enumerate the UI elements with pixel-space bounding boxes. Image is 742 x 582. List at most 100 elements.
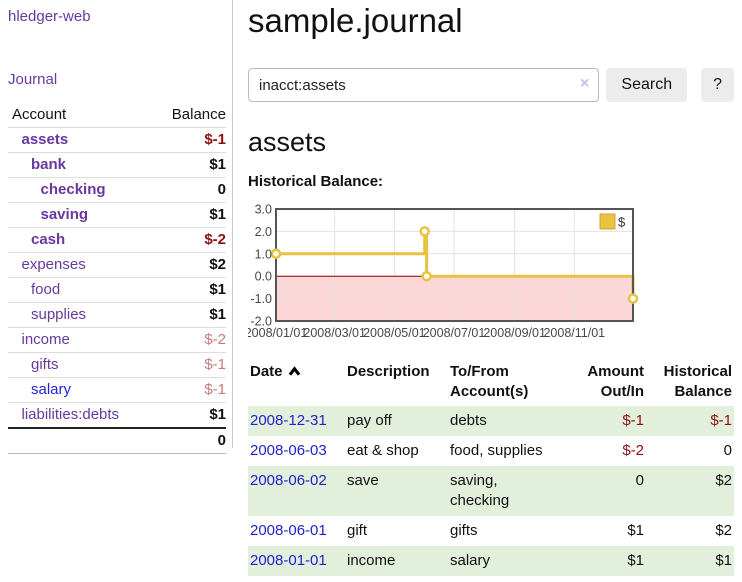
transaction-historical-balance: $2 — [715, 522, 732, 539]
account-balance: $1 — [209, 281, 226, 298]
transaction-date-link[interactable]: 2008-06-02 — [250, 472, 327, 489]
account-link[interactable]: checking — [40, 181, 106, 198]
transaction-tofrom-accounts: food, supplies — [450, 442, 543, 459]
register-table: Date Description To/From Account(s) Amou… — [248, 360, 734, 576]
transaction-amount: $1 — [627, 552, 644, 569]
x-tick-label: 2008/09/01 — [483, 326, 546, 340]
data-point-marker — [421, 270, 432, 282]
transaction-row[interactable]: 2008-12-31 pay off debts $-1 $-1 — [248, 406, 734, 436]
transaction-historical-balance: 0 — [723, 442, 732, 459]
y-tick-label: 1.0 — [255, 247, 272, 261]
account-balance: $-1 — [204, 131, 226, 148]
y-tick-label: 3.0 — [255, 203, 272, 217]
register-header-date[interactable]: Date — [248, 360, 345, 406]
account-row: food $1 — [8, 277, 226, 303]
sidebar-item-journal[interactable]: Journal — [8, 71, 58, 88]
transaction-tofrom-accounts: salary — [450, 552, 491, 569]
account-link[interactable]: gifts — [31, 356, 59, 373]
accounts-header-account: Account — [8, 102, 152, 128]
account-link[interactable]: liabilities:debts — [21, 406, 120, 423]
account-link[interactable]: cash — [31, 231, 66, 248]
account-balance: $-2 — [204, 231, 226, 248]
data-point-marker — [270, 248, 282, 260]
sidebar-nav: Journal — [8, 71, 232, 89]
x-tick-label: 2008/07/01 — [423, 326, 486, 340]
search-box: × — [248, 68, 600, 102]
legend-label: $ — [618, 215, 626, 230]
transaction-historical-balance: $2 — [715, 472, 732, 489]
account-link[interactable]: saving — [40, 206, 89, 223]
account-link[interactable]: income — [21, 331, 70, 348]
legend-swatch — [599, 213, 616, 230]
account-row: income $-2 — [8, 327, 226, 353]
transaction-description: pay off — [347, 412, 392, 429]
account-balance: $-2 — [204, 331, 226, 348]
data-point-marker — [627, 293, 639, 304]
y-tick-label: -1.0 — [250, 292, 272, 306]
transaction-date: 2008-06-01 — [248, 516, 345, 546]
transaction-row[interactable]: 2008-01-01 income salary $1 $1 — [248, 546, 734, 576]
account-row: supplies $1 — [8, 302, 226, 328]
transaction-description: save — [347, 472, 379, 489]
transaction-date-link[interactable]: 2008-12-31 — [250, 412, 327, 429]
register-header-description: Description — [347, 363, 430, 380]
sidebar: hledger-web Journal Account Balance asse… — [0, 0, 233, 454]
transaction-row[interactable]: 2008-06-03 eat & shop food, supplies $-2 0 — [248, 436, 734, 466]
account-link[interactable]: bank — [31, 156, 67, 173]
account-balance: $1 — [209, 406, 226, 423]
app-title-link[interactable]: hledger-web — [8, 8, 91, 25]
transaction-row[interactable]: 2008-06-02 save saving, checking 0 $2 — [248, 466, 734, 516]
transaction-amount: $-2 — [622, 442, 644, 459]
account-link[interactable]: assets — [21, 131, 69, 148]
x-tick-label: 2008/11/01 — [543, 326, 605, 340]
account-link[interactable]: salary — [31, 381, 72, 398]
transaction-description: eat & shop — [347, 442, 419, 459]
transaction-row[interactable]: 2008-06-01 gift gifts $1 $2 — [248, 516, 734, 546]
plot-border — [275, 208, 634, 322]
account-row: gifts $-1 — [8, 352, 226, 378]
transaction-historical-balance: $1 — [715, 552, 732, 569]
main-content: sample.journal × Search ? assets Histori… — [245, 0, 734, 576]
transaction-date-link[interactable]: 2008-06-03 — [250, 442, 327, 459]
account-balance: $-1 — [204, 356, 226, 373]
x-tick-label: 2008/01/01 — [248, 326, 307, 340]
register-header-tofrom: To/From Account(s) — [450, 363, 529, 400]
transaction-amount: $-1 — [622, 412, 644, 429]
account-link[interactable]: expenses — [21, 256, 86, 273]
account-link[interactable]: food — [31, 281, 61, 298]
y-tick-label: 0.0 — [255, 270, 272, 284]
historical-balance-chart: $3.0 2.0 1.0 0.0 -1.0 -2.0 2008/01/01 2008/03/0… — [245, 200, 742, 348]
search-input[interactable] — [248, 68, 600, 102]
x-tick-label: 2008/03/01 — [303, 326, 366, 340]
transaction-date: 2008-06-02 — [248, 466, 345, 516]
y-tick-label: -2.0 — [250, 315, 272, 329]
transaction-date: 2008-12-31 — [248, 406, 345, 436]
register-header-amount: Amount Out/In — [587, 363, 644, 400]
x-tick-label: 2008/05/01 — [363, 326, 426, 340]
chart-title: Historical Balance: — [248, 173, 384, 190]
account-heading: assets — [248, 127, 327, 157]
register-header-row: Date Description To/From Account(s) Amou… — [248, 360, 734, 406]
account-link[interactable]: supplies — [31, 306, 87, 323]
y-tick-label: 2.0 — [255, 225, 272, 239]
transaction-historical-balance: $-1 — [710, 412, 732, 429]
accounts-total-row: 0 — [8, 428, 226, 454]
transaction-date-link[interactable]: 2008-06-01 — [250, 522, 327, 539]
sort-ascending-icon — [288, 363, 301, 383]
transaction-description: income — [347, 552, 396, 569]
account-row: cash $-2 — [8, 227, 226, 253]
transaction-amount: $1 — [627, 522, 644, 539]
transaction-tofrom-accounts: gifts — [450, 522, 478, 539]
account-row: bank $1 — [8, 152, 226, 178]
search-button[interactable]: Search — [606, 68, 688, 102]
account-row: checking 0 — [8, 177, 226, 203]
transaction-tofrom-accounts: saving, checking — [450, 472, 510, 509]
transaction-date-link[interactable]: 2008-01-01 — [250, 552, 327, 569]
accounts-total-balance: 0 — [217, 432, 226, 449]
clear-search-icon[interactable]: × — [580, 75, 590, 92]
help-button[interactable]: ? — [701, 68, 734, 102]
transaction-date: 2008-01-01 — [248, 546, 345, 576]
accounts-header-balance: Balance — [151, 102, 226, 128]
account-balance: 0 — [217, 181, 226, 198]
account-balance: $1 — [209, 306, 226, 323]
